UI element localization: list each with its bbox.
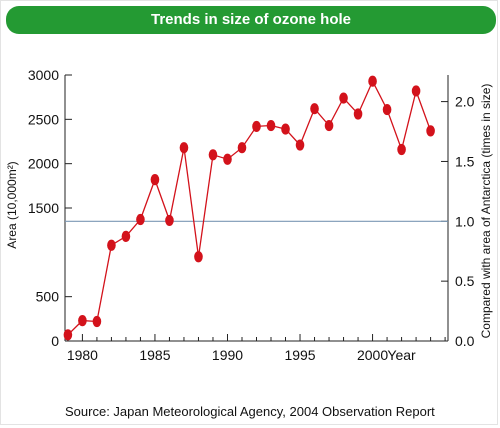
data-point (179, 142, 189, 154)
axis-labels: 0 500 1500 2000 2500 3000 0.0 0.5 1.0 1.5 2.0 1980 1… (5, 67, 493, 363)
data-point (252, 120, 261, 133)
y-left-tick-label: 0 (51, 333, 59, 349)
data-point (295, 139, 305, 151)
y-left-tick-label: 500 (36, 289, 60, 305)
x-axis-title: Year (387, 347, 416, 363)
data-point (237, 142, 247, 154)
data-point (92, 315, 102, 328)
y-right-tick-label: 2.0 (455, 94, 475, 110)
series-ozone-hole-area (63, 75, 435, 341)
data-point (136, 213, 145, 226)
x-tick-label: 1985 (139, 347, 170, 363)
data-point (382, 103, 392, 116)
y-right-tick-label: 1.0 (455, 213, 475, 229)
y-left-axis-title: Area (10,000m²) (5, 161, 19, 248)
data-point (194, 251, 203, 263)
data-point (397, 143, 406, 156)
y-right-axis-title: Compared with area of Antarctica (times … (479, 84, 493, 339)
y-left-tick-label: 2000 (28, 156, 59, 172)
data-point (266, 119, 276, 132)
data-point (339, 92, 348, 104)
series-line (67, 79, 432, 336)
data-point (78, 315, 87, 327)
x-tick-label: 1990 (212, 347, 243, 363)
y-right-tick-label: 0.5 (455, 273, 475, 289)
data-point (165, 214, 174, 227)
y-left-tick-label: 1500 (28, 200, 59, 216)
axes (64, 74, 449, 342)
data-point (223, 153, 232, 165)
data-point (310, 103, 319, 115)
data-point (324, 119, 334, 132)
data-point (368, 75, 377, 87)
data-point (121, 230, 131, 242)
data-point (63, 329, 73, 341)
y-left-tick-label: 2500 (28, 111, 59, 127)
data-point (208, 149, 218, 161)
data-point (411, 85, 421, 97)
y-right-tick-label: 1.5 (455, 153, 475, 169)
x-tick-label: 1995 (284, 347, 315, 363)
y-left-tick-label: 3000 (28, 67, 59, 83)
chart-title: Trends in size of ozone hole (6, 6, 496, 34)
data-point (150, 174, 160, 186)
data-point (353, 108, 363, 120)
data-point (281, 123, 290, 135)
y-right-tick-label: 0.0 (455, 333, 475, 349)
x-tick-label: 2000 (357, 347, 388, 363)
data-point (426, 125, 435, 137)
x-tick-label: 1980 (67, 347, 98, 363)
source-note: Source: Japan Meteorological Agency, 200… (65, 404, 435, 419)
data-point (107, 239, 116, 251)
